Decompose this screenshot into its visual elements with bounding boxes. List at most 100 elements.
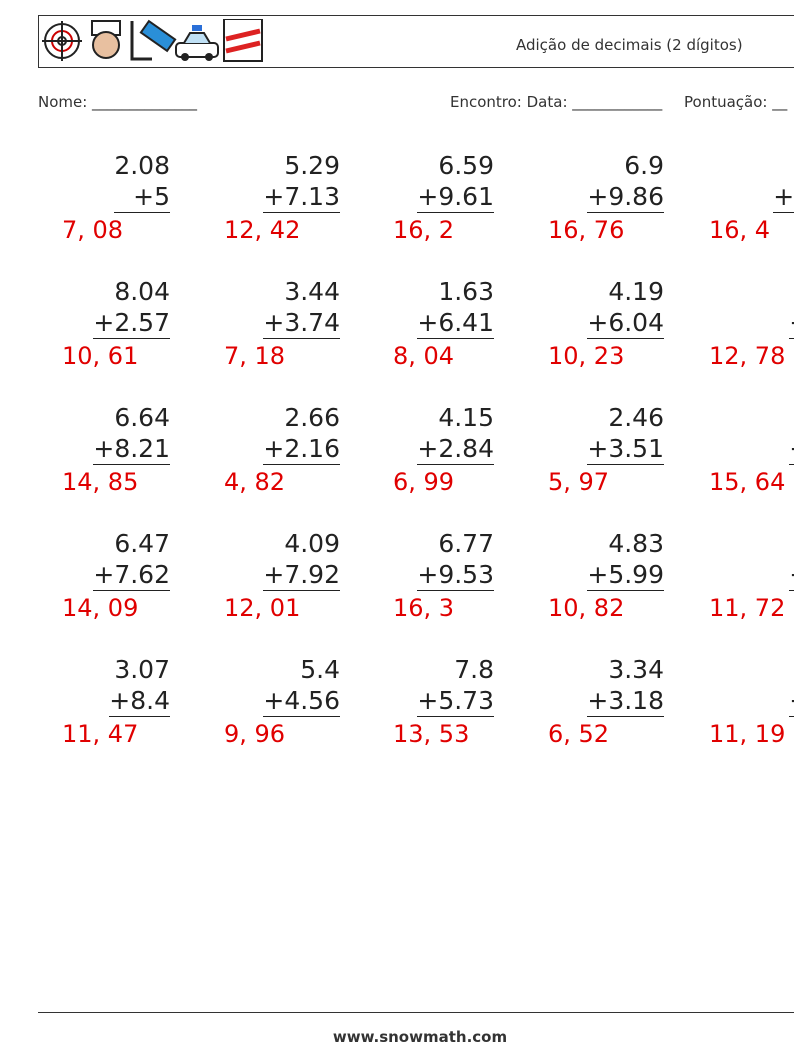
answer: 4, 82 (224, 468, 286, 496)
footer-url: www.snowmath.com (332, 1028, 508, 1046)
answer: 16, 2 (393, 216, 455, 244)
addend: 3.44 (284, 277, 340, 306)
problem: 9.+6. (789, 402, 794, 465)
answer: 14, 85 (62, 468, 139, 496)
answer: 12, 01 (224, 594, 301, 622)
answer: 11, 19 (709, 720, 786, 748)
problem: 3.+7. (789, 528, 794, 591)
problem: 8.04 +2.57 (93, 276, 170, 339)
addend: 7.8 (454, 655, 494, 684)
answer: 12, 42 (224, 216, 301, 244)
addend: 9. (789, 402, 794, 434)
problem: 6.64 +8.21 (93, 402, 170, 465)
answer: 13, 53 (393, 720, 470, 748)
addend: +6.04 (587, 308, 664, 339)
addend: +3.51 (587, 434, 664, 465)
answer: 5, 97 (548, 468, 610, 496)
problem: 3.44 +3.74 (263, 276, 340, 339)
addend: 4.15 (438, 403, 494, 432)
addend: 4.09 (284, 529, 340, 558)
answer: 16, 4 (709, 216, 771, 244)
answer: 10, 61 (62, 342, 139, 370)
addend: 6.77 (438, 529, 494, 558)
addend: +8.21 (93, 434, 170, 465)
addend: +9.61 (417, 182, 494, 213)
answer: 16, 3 (393, 594, 455, 622)
addend: 8. (789, 276, 794, 308)
addend: 5.4 (300, 655, 340, 684)
encounter-field: Encontro: Data: ____________ (450, 93, 663, 111)
addend: +7.92 (263, 560, 340, 591)
header-box (38, 15, 794, 68)
problem: 6.77 +9.53 (417, 528, 494, 591)
addend: +7. (789, 686, 794, 717)
addend: 3.07 (114, 655, 170, 684)
problem: 3.34 +3.18 (587, 654, 664, 717)
addend: +6. (789, 434, 794, 465)
addend: 6.64 (114, 403, 170, 432)
addend: +7.4 (773, 182, 794, 213)
addend: 6.47 (114, 529, 170, 558)
problem: 4.15 +2.84 (417, 402, 494, 465)
addend: 4.19 (608, 277, 664, 306)
addend: 3.34 (608, 655, 664, 684)
problem: 4.+7. (789, 654, 794, 717)
problem: 2.46 +3.51 (587, 402, 664, 465)
addend: 2.08 (114, 151, 170, 180)
answer: 10, 23 (548, 342, 625, 370)
score-field: Pontuação: __ (684, 93, 788, 111)
addend: +5.73 (417, 686, 494, 717)
header-icons (42, 19, 263, 62)
addend: +7.62 (93, 560, 170, 591)
addend: +6.41 (417, 308, 494, 339)
addend: +7. (789, 560, 794, 591)
problem: 8.9+7.4 (773, 150, 794, 213)
addend: +3.74 (263, 308, 340, 339)
addend: +8.4 (109, 686, 170, 717)
problem: 4.09 +7.92 (263, 528, 340, 591)
addend: +4.56 (263, 686, 340, 717)
addend: 6.9 (624, 151, 664, 180)
problem: 2.66 +2.16 (263, 402, 340, 465)
addend: +7.13 (263, 182, 340, 213)
problem: 6.9 +9.86 (587, 150, 664, 213)
problem: 6.59 +9.61 (417, 150, 494, 213)
header-title: Adição de decimais (2 dígitos) (516, 36, 743, 54)
answer: 6, 99 (393, 468, 455, 496)
answer: 9, 96 (224, 720, 286, 748)
problem: 8.+4. (789, 276, 794, 339)
addend: +9.53 (417, 560, 494, 591)
answer: 14, 09 (62, 594, 139, 622)
answer: 10, 82 (548, 594, 625, 622)
addend: 8.9 (773, 150, 794, 182)
addend: 8.04 (114, 277, 170, 306)
answer: 7, 18 (224, 342, 286, 370)
addend: 3. (789, 528, 794, 560)
addend: +2.84 (417, 434, 494, 465)
addend: 4. (789, 654, 794, 686)
addend: 5.29 (284, 151, 340, 180)
problem: 1.63 +6.41 (417, 276, 494, 339)
problem: 3.07 +8.4 (109, 654, 170, 717)
addend: 6.59 (438, 151, 494, 180)
addend: +5.99 (587, 560, 664, 591)
answer: 8, 04 (393, 342, 455, 370)
addend: 4.83 (608, 529, 664, 558)
problem: 2.08 +5 (114, 150, 170, 213)
addend: +2.16 (263, 434, 340, 465)
answer: 15, 64 (709, 468, 786, 496)
footer-rule (38, 1012, 794, 1013)
problem: 5.4 +4.56 (263, 654, 340, 717)
answer: 11, 47 (62, 720, 139, 748)
addend: 2.46 (608, 403, 664, 432)
addend: +2.57 (93, 308, 170, 339)
name-field: Nome: ______________ (38, 93, 198, 111)
problem: 4.83 +5.99 (587, 528, 664, 591)
answer: 6, 52 (548, 720, 610, 748)
problem: 7.8 +5.73 (417, 654, 494, 717)
problem: 4.19 +6.04 (587, 276, 664, 339)
problem: 5.29 +7.13 (263, 150, 340, 213)
addend: +4. (789, 308, 794, 339)
addend: +3.18 (587, 686, 664, 717)
